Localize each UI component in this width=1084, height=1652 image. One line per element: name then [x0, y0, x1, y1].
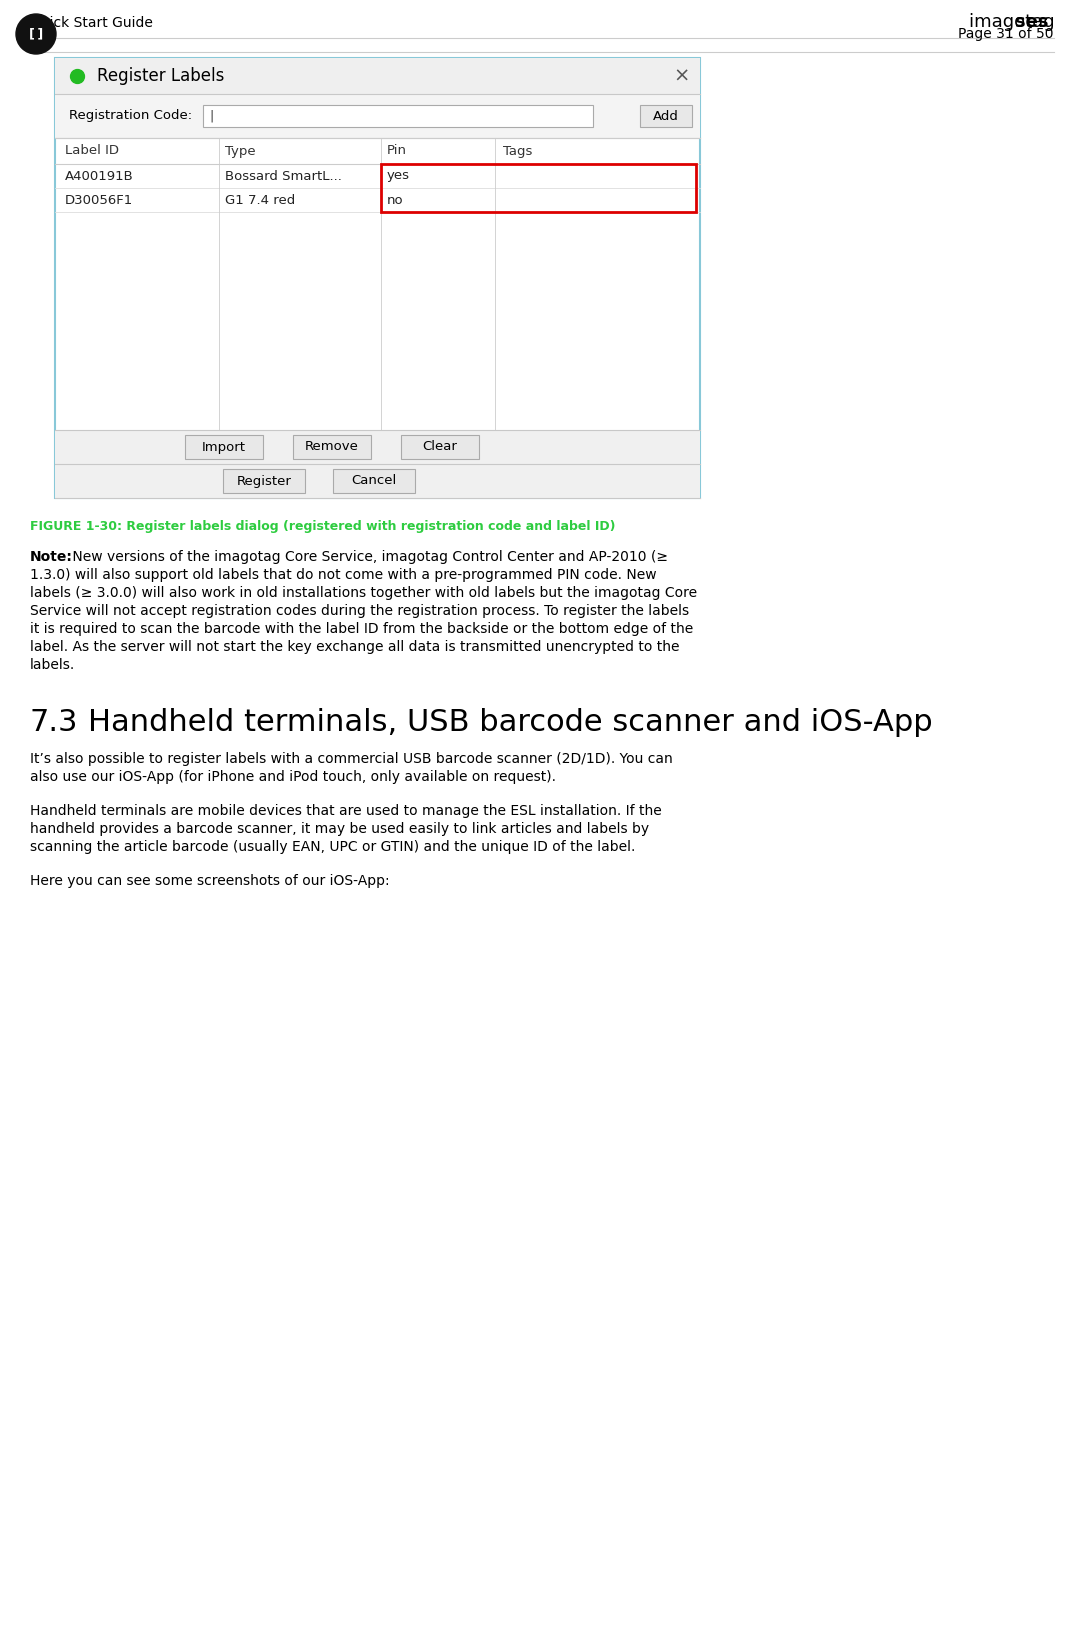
Text: Clear: Clear: [423, 441, 457, 454]
Bar: [401, 434, 479, 459]
Text: also use our iOS-App (for iPhone and iPod touch, only available on request).: also use our iOS-App (for iPhone and iPo…: [30, 770, 556, 785]
Bar: [203, 106, 593, 127]
Text: Quick Start Guide: Quick Start Guide: [30, 15, 153, 30]
Bar: [55, 58, 700, 94]
Circle shape: [16, 13, 56, 55]
Text: labels (≥ 3.0.0) will also work in old installations together with old labels bu: labels (≥ 3.0.0) will also work in old i…: [30, 586, 697, 600]
Bar: [293, 434, 371, 459]
Bar: [55, 464, 700, 497]
Text: Import: Import: [202, 441, 246, 454]
Text: G1 7.4 red: G1 7.4 red: [225, 193, 295, 206]
Text: Tags: Tags: [503, 144, 532, 157]
Text: it is required to scan the barcode with the label ID from the backside or the bo: it is required to scan the barcode with …: [30, 623, 694, 636]
Text: handheld provides a barcode scanner, it may be used easily to link articles and : handheld provides a barcode scanner, it …: [30, 823, 649, 836]
Text: Handheld terminals are mobile devices that are used to manage the ESL installati: Handheld terminals are mobile devices th…: [30, 805, 661, 818]
Text: Remove: Remove: [305, 441, 359, 454]
Text: ses: ses: [1016, 13, 1055, 31]
Text: Pin: Pin: [387, 144, 406, 157]
Text: D30056F1: D30056F1: [65, 193, 133, 206]
Text: New versions of the imagotag Core Service, imagotag Control Center and AP-2010 (: New versions of the imagotag Core Servic…: [68, 550, 668, 563]
Bar: [55, 58, 700, 497]
Text: Note:: Note:: [30, 550, 73, 563]
Text: label. As the server will not start the key exchange all data is transmitted une: label. As the server will not start the …: [30, 639, 680, 654]
Text: Register: Register: [236, 474, 292, 487]
Text: Registration Code:: Registration Code:: [69, 109, 192, 122]
Text: Type: Type: [225, 144, 256, 157]
Text: Cancel: Cancel: [351, 474, 397, 487]
Text: labels.: labels.: [30, 657, 75, 672]
Bar: [223, 469, 305, 492]
Text: ×: ×: [674, 66, 691, 86]
Text: scanning the article barcode (usually EAN, UPC or GTIN) and the unique ID of the: scanning the article barcode (usually EA…: [30, 839, 635, 854]
Bar: [333, 469, 415, 492]
Text: Bossard SmartL...: Bossard SmartL...: [225, 170, 341, 182]
Text: Page 31 of 50: Page 31 of 50: [958, 26, 1054, 41]
Text: Add: Add: [653, 109, 679, 122]
Text: Here you can see some screenshots of our iOS-App:: Here you can see some screenshots of our…: [30, 874, 389, 889]
Text: A400191B: A400191B: [65, 170, 133, 182]
Text: no: no: [387, 193, 403, 206]
Bar: [55, 94, 700, 139]
Text: [ ]: [ ]: [29, 28, 43, 41]
Text: It’s also possible to register labels with a commercial USB barcode scanner (2D/: It’s also possible to register labels wi…: [30, 752, 673, 767]
Text: 7.3: 7.3: [30, 709, 78, 737]
Bar: [185, 434, 263, 459]
Text: Handheld terminals, USB barcode scanner and iOS-App: Handheld terminals, USB barcode scanner …: [88, 709, 932, 737]
Bar: [380, 164, 696, 211]
Text: Register Labels: Register Labels: [96, 68, 224, 84]
Bar: [55, 430, 700, 464]
Bar: [640, 106, 692, 127]
Text: |: |: [209, 109, 214, 122]
Text: Service will not accept registration codes during the registration process. To r: Service will not accept registration cod…: [30, 605, 689, 618]
Text: FIGURE 1-30: Register labels dialog (registered with registration code and label: FIGURE 1-30: Register labels dialog (reg…: [30, 520, 616, 534]
Text: imagotag: imagotag: [946, 13, 1055, 31]
Text: yes: yes: [387, 170, 410, 182]
Text: Label ID: Label ID: [65, 144, 119, 157]
Text: 1.3.0) will also support old labels that do not come with a pre-programmed PIN c: 1.3.0) will also support old labels that…: [30, 568, 657, 582]
